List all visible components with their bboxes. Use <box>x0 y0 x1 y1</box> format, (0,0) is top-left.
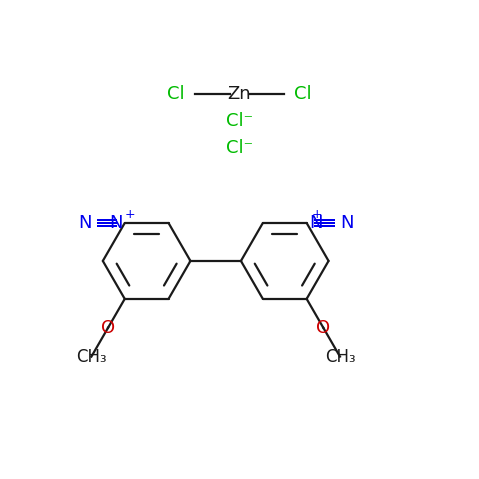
Text: Cl: Cl <box>167 85 185 103</box>
Text: N: N <box>309 214 322 232</box>
Text: Zn: Zn <box>228 85 251 103</box>
Text: CH₃: CH₃ <box>76 348 107 365</box>
Text: N: N <box>78 214 91 232</box>
Text: N: N <box>340 214 354 232</box>
Text: Cl: Cl <box>294 85 312 103</box>
Text: O: O <box>101 319 115 337</box>
Text: O: O <box>316 319 331 337</box>
Text: +: + <box>311 208 322 221</box>
Text: Cl⁻: Cl⁻ <box>226 139 253 157</box>
Text: N: N <box>109 214 122 232</box>
Text: +: + <box>125 208 136 221</box>
Text: Cl⁻: Cl⁻ <box>226 113 253 130</box>
Text: CH₃: CH₃ <box>325 348 355 365</box>
